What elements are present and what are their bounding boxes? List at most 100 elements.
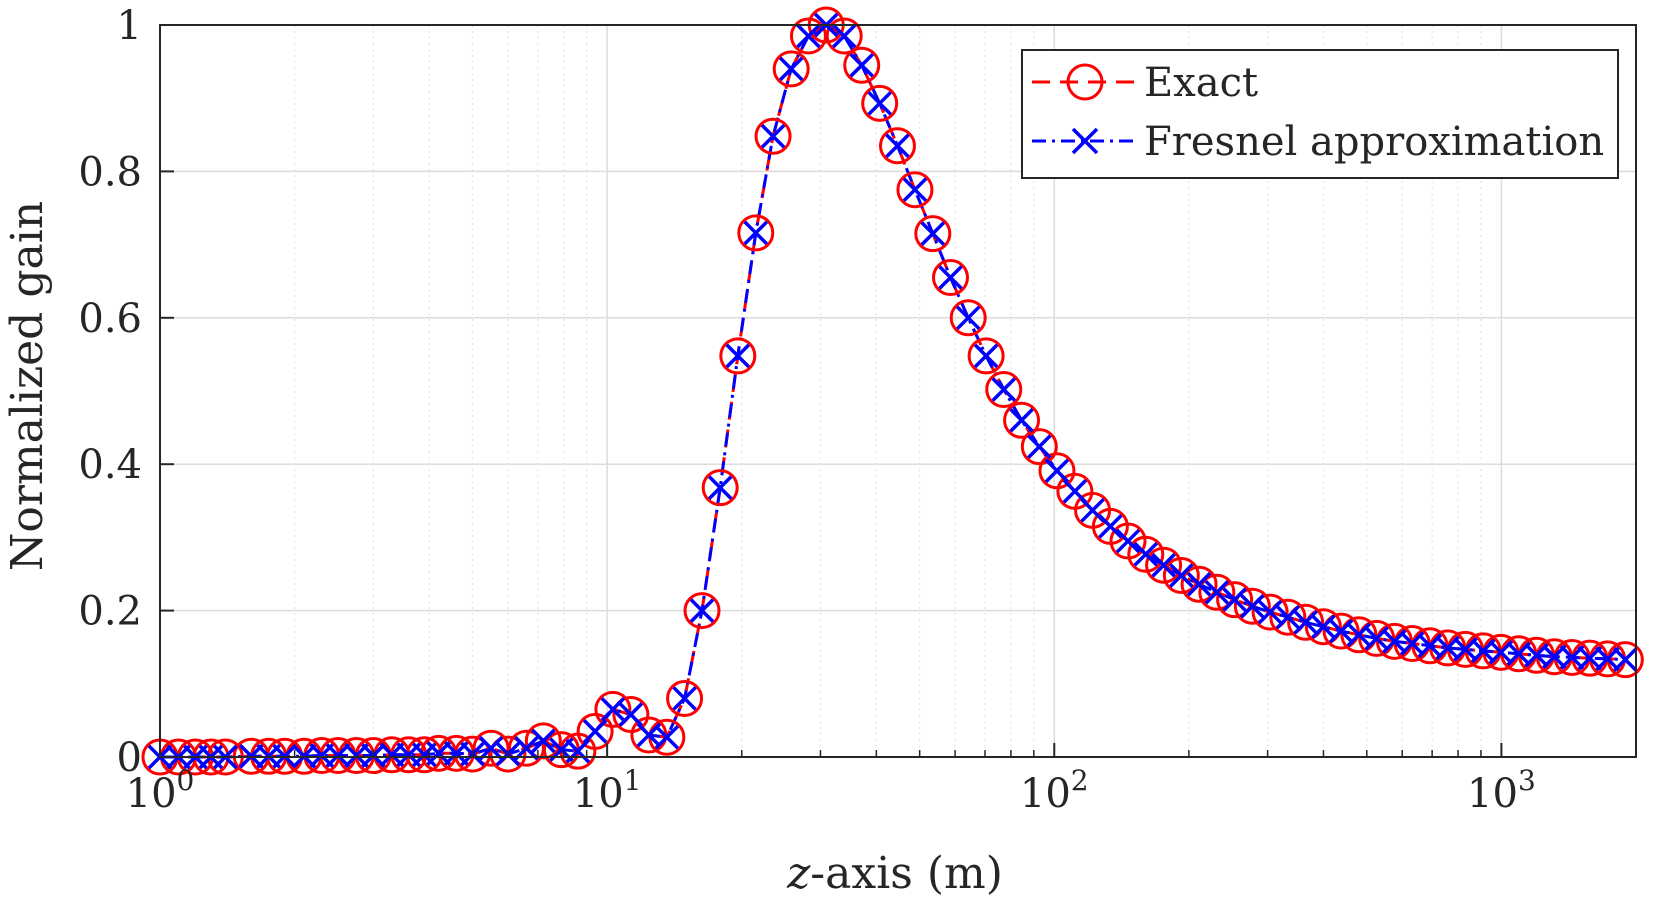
exact-point xyxy=(1145,546,1183,584)
fresnel-point xyxy=(1222,587,1247,612)
exact-point xyxy=(985,371,1023,409)
fresnel-point xyxy=(938,265,963,290)
fresnel-point xyxy=(478,735,504,761)
exact-point xyxy=(896,171,934,209)
exact-point xyxy=(1304,608,1342,646)
x-tick-label-base: 10 xyxy=(573,771,624,817)
exact-point xyxy=(967,337,1005,375)
exact-point xyxy=(1216,581,1254,619)
fresnel-point xyxy=(1169,563,1194,588)
fresnel-point xyxy=(1204,580,1230,605)
fresnel-point xyxy=(885,133,910,159)
exact-point xyxy=(1003,401,1041,439)
x-tick-label-exponent: 0 xyxy=(177,764,195,797)
fresnel-point xyxy=(707,475,733,500)
fresnel-point xyxy=(849,53,874,78)
exact-point xyxy=(949,299,987,337)
fresnel-point xyxy=(1115,528,1141,554)
exact-point xyxy=(843,46,881,84)
x-tick-label-exponent: 1 xyxy=(624,764,642,797)
exact-point xyxy=(719,337,757,375)
fresnel-point xyxy=(565,738,591,764)
x-tick-label-base: 10 xyxy=(1467,771,1518,817)
exact-point xyxy=(666,679,704,717)
legend-entry-fresnel: Fresnel approximation xyxy=(1032,119,1604,165)
x-axis-label-variable: z xyxy=(786,848,811,899)
fresnel-point xyxy=(426,741,451,766)
x-tick-label-exponent: 3 xyxy=(1518,764,1536,797)
fresnel-point xyxy=(973,343,999,369)
fresnel-point xyxy=(582,719,608,744)
exact-point xyxy=(1162,556,1200,594)
fresnel-point xyxy=(1133,541,1159,567)
legend-fresnel-marker xyxy=(1071,127,1099,155)
exact-point xyxy=(754,117,792,155)
ticks xyxy=(159,24,1637,758)
exact-point xyxy=(789,17,827,55)
exact-point xyxy=(1180,565,1218,603)
fresnel-point xyxy=(618,702,644,727)
y-axis-label: Normalized gain xyxy=(2,201,53,571)
exact-point xyxy=(1340,616,1378,654)
fresnel-point xyxy=(1186,572,1212,597)
exact-point xyxy=(1251,593,1289,631)
y-tick-label: 0.4 xyxy=(78,442,142,488)
x-tick-label-base: 10 xyxy=(1020,771,1071,817)
fresnel-point xyxy=(743,220,769,246)
fresnel-point xyxy=(778,56,804,82)
fresnel-point xyxy=(955,305,981,331)
fresnel-point xyxy=(531,728,556,754)
x-tick-label-exponent: 2 xyxy=(1071,764,1089,797)
fresnel-point xyxy=(1240,593,1265,619)
fresnel-point xyxy=(991,377,1016,402)
exact-point xyxy=(772,50,810,88)
y-tick-label: 0.2 xyxy=(78,589,142,635)
exact-point xyxy=(1233,587,1271,625)
fresnel-point xyxy=(1151,552,1176,578)
exact-point xyxy=(878,127,916,165)
fresnel-point xyxy=(867,91,892,116)
fresnel-point xyxy=(672,686,697,711)
x-tick-label-base: 10 xyxy=(126,771,177,817)
legend-exact-marker xyxy=(1066,63,1104,101)
y-tick-label: 0.8 xyxy=(78,149,142,195)
exact-point xyxy=(594,690,632,728)
exact-point xyxy=(931,259,969,297)
fresnel-point xyxy=(1275,604,1301,630)
exact-point xyxy=(914,215,952,253)
x-tick-label: 100 xyxy=(126,764,195,817)
exact-point xyxy=(861,84,899,122)
exact-point xyxy=(1020,428,1058,466)
exact-point xyxy=(1322,612,1360,650)
exact-point xyxy=(1198,573,1236,611)
fresnel-point xyxy=(1044,458,1070,484)
fresnel-point xyxy=(1293,610,1318,635)
fresnel-point xyxy=(760,124,786,149)
fresnel-point xyxy=(1027,434,1052,459)
y-tick-label: 0 xyxy=(117,735,142,781)
fresnel-point xyxy=(1613,647,1638,672)
y-tick-label: 1 xyxy=(117,3,142,49)
x-tick-label: 103 xyxy=(1467,764,1536,817)
fresnel-point xyxy=(654,724,680,750)
exact-point xyxy=(1127,535,1165,573)
fresnel-point xyxy=(1257,599,1283,625)
x-axis-label: z-axis (m) xyxy=(786,848,1003,899)
fresnel-point xyxy=(920,221,946,246)
fresnel-point xyxy=(325,743,351,768)
y-tick-label: 0.6 xyxy=(78,296,142,342)
x-tick-label: 102 xyxy=(1020,764,1089,817)
fresnel-point xyxy=(1009,408,1034,433)
x-tick-label: 101 xyxy=(573,764,642,817)
legend-entry-exact: Exact xyxy=(1032,60,1258,106)
legend-box xyxy=(1021,49,1619,179)
exact-point xyxy=(825,17,863,55)
exact-point xyxy=(737,214,775,252)
exact-point xyxy=(701,469,739,507)
fresnel-point xyxy=(1098,514,1123,539)
legend-exact-label: Exact xyxy=(1144,60,1258,106)
fresnel-point xyxy=(1311,614,1336,639)
exact-point xyxy=(683,592,721,630)
fresnel-point xyxy=(796,23,821,49)
